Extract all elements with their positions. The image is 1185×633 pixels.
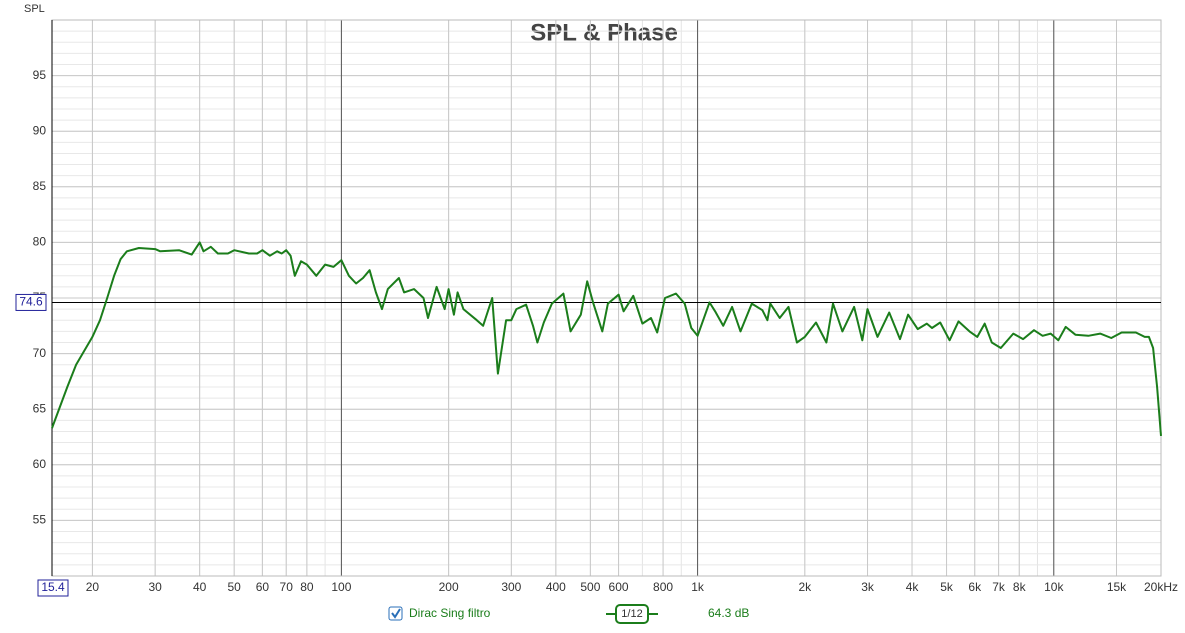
legend-label: Dirac Sing filtro [409,606,491,620]
x-tick-label: 50 [227,580,241,594]
cursor-y-label: 74.6 [19,295,43,309]
smoothing-label: 1/12 [621,608,642,620]
x-tick-label: 6k [968,580,982,594]
x-tick-label: 30 [148,580,162,594]
level-label: 64.3 dB [708,606,749,620]
x-tick-label: 8k [1013,580,1027,594]
x-tick-label: 200 [439,580,459,594]
x-tick-label: 20kHz [1144,580,1178,594]
x-tick-label: 600 [609,580,629,594]
x-tick-label: 10k [1044,580,1064,594]
y-tick-label: 80 [33,235,47,249]
cursor-box [37,579,69,597]
smoothing-box[interactable] [615,604,649,624]
y-tick-label: 85 [33,179,47,193]
x-tick-label: 7k [992,580,1006,594]
x-tick-label: 400 [546,580,566,594]
x-tick-label: 60 [256,580,270,594]
x-tick-label: 15k [1107,580,1127,594]
y-tick-label: 65 [33,401,47,415]
x-tick-label: 5k [940,580,954,594]
x-tick-label: 1k [691,580,705,594]
checkmark [391,608,401,619]
x-tick-label: 70 [280,580,294,594]
x-tick-label: 500 [580,580,600,594]
x-tick-label: 4k [906,580,920,594]
x-tick-label: 800 [653,580,673,594]
y-tick-label: 55 [33,513,47,527]
x-tick-label: 2k [798,580,812,594]
y-tick-label: 90 [33,123,47,137]
y-tick-label: 60 [33,457,47,471]
x-tick-label: 40 [193,580,207,594]
cursor-box [15,293,47,311]
x-tick-label: 20 [86,580,100,594]
x-tick-label: 100 [331,580,351,594]
data-line [51,241,1162,436]
x-tick-label: 300 [501,580,521,594]
x-tick-label: 80 [300,580,314,594]
y-tick-label: 70 [33,346,47,360]
cursor-x-label: 15.4 [41,580,65,594]
x-tick-label: 3k [861,580,875,594]
y-axis-label: SPL [24,3,45,15]
y-tick-label: 95 [33,68,47,82]
